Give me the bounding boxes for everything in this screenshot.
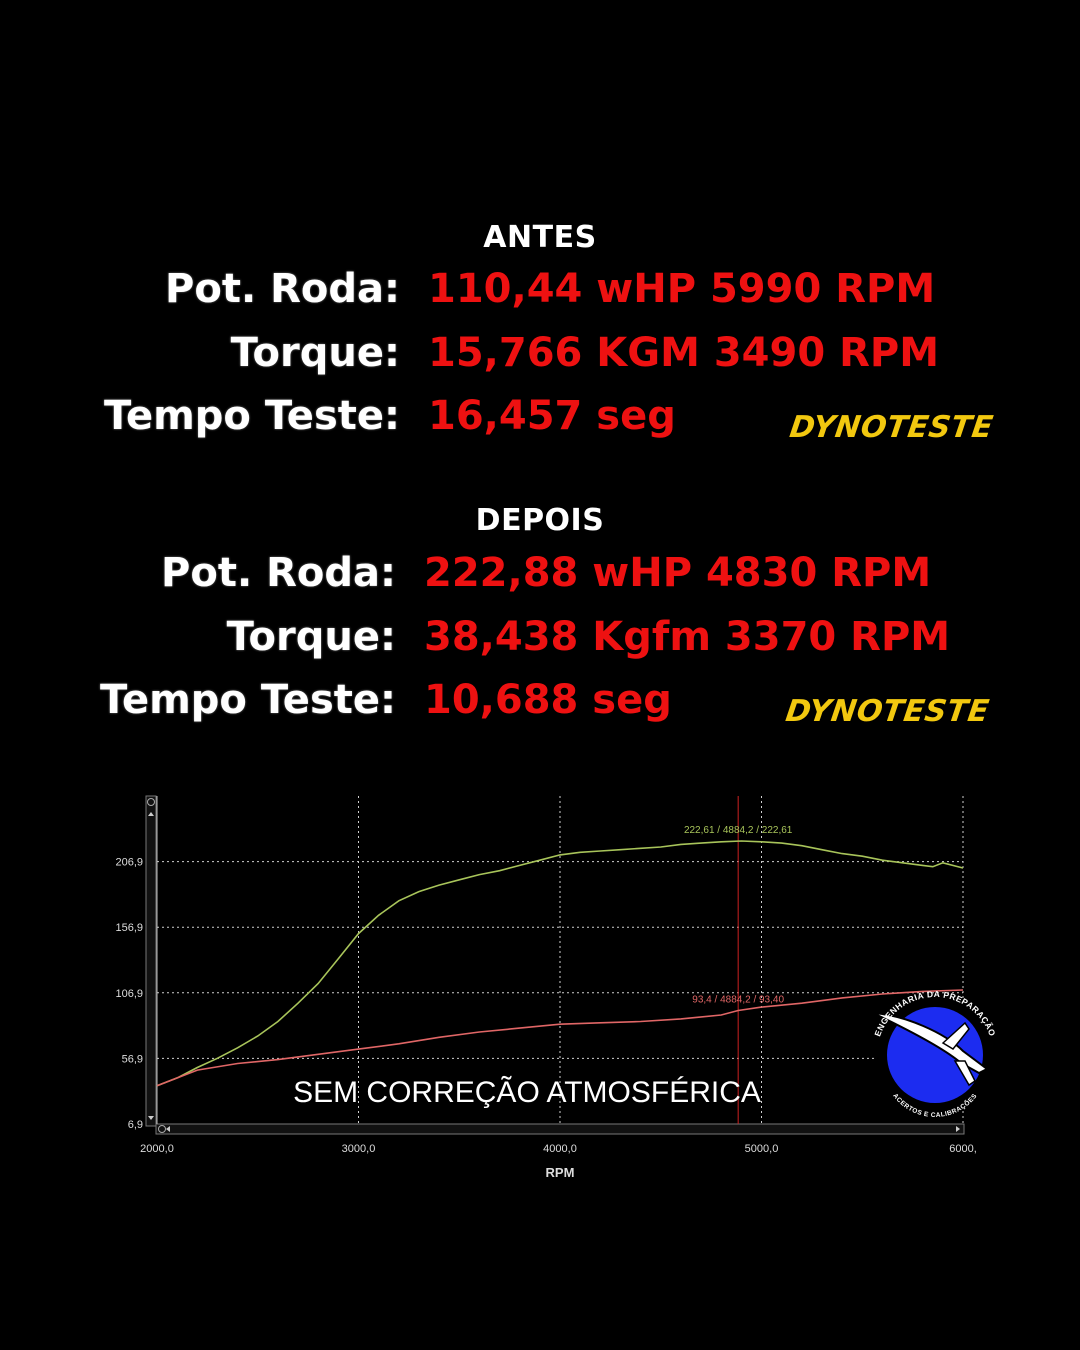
dyno-chart: 6,9 56,9 106,9 156,9 206,9 2000,0 3000,0 4000,… <box>115 795 997 1180</box>
y-tick-label: 206,9 <box>115 857 143 869</box>
antes-time-label: Tempo Teste: <box>104 393 400 439</box>
scroll-down-arrow-icon[interactable] <box>148 1116 154 1120</box>
y-tick-labels: 6,9 56,9 106,9 156,9 206,9 <box>115 857 143 1131</box>
no-atmospheric-correction-label: SEM CORREÇÃO ATMOSFÉRICA <box>293 1075 761 1109</box>
antes-torque-value: 15,766 KGM 3490 RPM <box>428 330 940 376</box>
horizontal-scrollbar[interactable] <box>155 1123 965 1135</box>
depois-time-value: 10,688 seg <box>424 677 672 723</box>
vertical-scrollbar[interactable] <box>145 795 157 1127</box>
x-axis-label: RPM <box>546 1165 575 1180</box>
x-tick-label: 3000,0 <box>342 1143 376 1155</box>
engenharia-preparacao-logo: ENGENHARIA DA PREPARAÇÃO ACERTOS E CALIB… <box>872 989 997 1119</box>
depois-title: DEPOIS <box>475 503 605 538</box>
chart-grid <box>157 796 964 1124</box>
antes-row-torque: Torque: 15,766 KGM 3490 RPM <box>0 330 1080 390</box>
depois-row-power: Pot. Roda: 222,88 wHP 4830 RPM <box>0 550 1080 610</box>
power-curve <box>156 840 964 1087</box>
y-tick-label: 56,9 <box>122 1053 143 1065</box>
power-cursor-readout: 222,61 / 4884,2 / 222,61 <box>684 825 793 836</box>
x-tick-labels: 2000,0 3000,0 4000,0 5000,0 6000, <box>140 1143 977 1155</box>
depois-row-torque: Torque: 38,438 Kgfm 3370 RPM <box>0 614 1080 674</box>
y-tick-label: 156,9 <box>115 922 143 934</box>
antes-row-power: Pot. Roda: 110,44 wHP 5990 RPM <box>0 266 1080 326</box>
depois-power-label: Pot. Roda: <box>161 550 396 596</box>
scroll-up-arrow-icon[interactable] <box>148 812 154 816</box>
depois-torque-label: Torque: <box>226 614 396 660</box>
antes-power-value: 110,44 wHP 5990 RPM <box>428 266 936 312</box>
rocket-icon <box>872 1012 989 1075</box>
antes-power-label: Pot. Roda: <box>165 266 400 312</box>
antes-time-value: 16,457 seg <box>428 393 676 439</box>
antes-torque-label: Torque: <box>230 330 400 376</box>
x-tick-label: 4000,0 <box>543 1143 577 1155</box>
scroll-left-arrow-icon[interactable] <box>166 1126 170 1132</box>
y-tick-label: 6,9 <box>128 1119 143 1131</box>
antes-row-time: Tempo Teste: 16,457 seg <box>0 393 1080 453</box>
y-tick-label: 106,9 <box>115 988 143 1000</box>
depois-brand-logo: DYNOTESTE <box>783 694 992 729</box>
x-tick-label: 5000,0 <box>745 1143 779 1155</box>
chart-series: 222,61 / 4884,2 / 222,61 93,4 / 4884,2 / … <box>156 825 964 1087</box>
scroll-right-arrow-icon[interactable] <box>956 1126 960 1132</box>
antes-brand-logo: DYNOTESTE <box>787 410 996 445</box>
torque-curve <box>156 989 964 1087</box>
x-tick-label: 6000, <box>949 1143 977 1155</box>
antes-title: ANTES <box>483 220 597 255</box>
torque-cursor-readout: 93,4 / 4884,2 / 93,40 <box>692 995 784 1006</box>
scroll-zoom-icon[interactable] <box>147 798 155 806</box>
x-tick-label: 2000,0 <box>140 1143 174 1155</box>
hscroll-zoom-icon[interactable] <box>158 1125 166 1133</box>
depois-power-value: 222,88 wHP 4830 RPM <box>424 550 932 596</box>
depois-row-time: Tempo Teste: 10,688 seg <box>0 677 1080 737</box>
depois-torque-value: 38,438 Kgfm 3370 RPM <box>424 614 951 660</box>
depois-time-label: Tempo Teste: <box>100 677 396 723</box>
